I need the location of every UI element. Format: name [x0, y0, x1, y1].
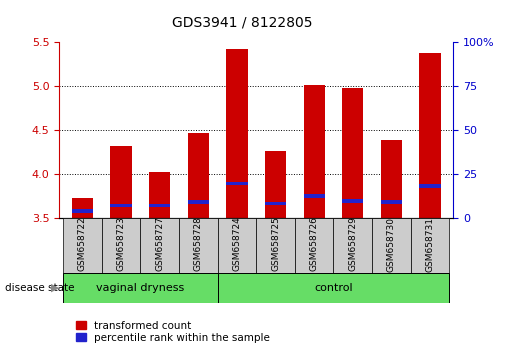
Text: control: control: [314, 282, 353, 293]
FancyBboxPatch shape: [63, 218, 102, 273]
Bar: [381, 140, 402, 218]
Bar: [381, 200, 402, 204]
Bar: [110, 204, 132, 207]
Text: GSM658724: GSM658724: [232, 217, 242, 272]
Text: GSM658727: GSM658727: [155, 217, 164, 272]
Bar: [303, 85, 325, 218]
FancyBboxPatch shape: [140, 218, 179, 273]
Text: GSM658725: GSM658725: [271, 217, 280, 272]
Text: GSM658723: GSM658723: [116, 217, 126, 272]
Bar: [226, 48, 248, 218]
FancyBboxPatch shape: [179, 218, 217, 273]
Bar: [149, 172, 170, 218]
Bar: [187, 200, 209, 204]
FancyBboxPatch shape: [63, 273, 217, 303]
FancyBboxPatch shape: [295, 218, 334, 273]
FancyBboxPatch shape: [410, 218, 449, 273]
Bar: [342, 200, 364, 203]
Text: GSM658728: GSM658728: [194, 217, 203, 272]
Text: GSM658722: GSM658722: [78, 217, 87, 272]
FancyBboxPatch shape: [256, 218, 295, 273]
Legend: transformed count, percentile rank within the sample: transformed count, percentile rank withi…: [72, 316, 274, 347]
FancyBboxPatch shape: [334, 218, 372, 273]
Bar: [110, 146, 132, 218]
Text: GSM658730: GSM658730: [387, 217, 396, 272]
Text: GSM658726: GSM658726: [310, 217, 319, 272]
Bar: [72, 209, 93, 213]
Bar: [149, 204, 170, 207]
Bar: [419, 184, 441, 188]
Text: ▶: ▶: [52, 282, 60, 293]
Bar: [226, 182, 248, 185]
Text: GSM658731: GSM658731: [425, 217, 435, 272]
Bar: [342, 88, 364, 218]
Text: vaginal dryness: vaginal dryness: [96, 282, 184, 293]
Bar: [265, 202, 286, 205]
Bar: [187, 133, 209, 218]
FancyBboxPatch shape: [372, 218, 410, 273]
FancyBboxPatch shape: [217, 218, 256, 273]
Bar: [303, 194, 325, 198]
Bar: [265, 151, 286, 218]
FancyBboxPatch shape: [102, 218, 140, 273]
FancyBboxPatch shape: [217, 273, 449, 303]
Text: GDS3941 / 8122805: GDS3941 / 8122805: [172, 16, 312, 30]
Bar: [419, 53, 441, 218]
Bar: [72, 199, 93, 218]
Text: GSM658729: GSM658729: [348, 217, 357, 272]
Text: disease state: disease state: [5, 282, 75, 293]
